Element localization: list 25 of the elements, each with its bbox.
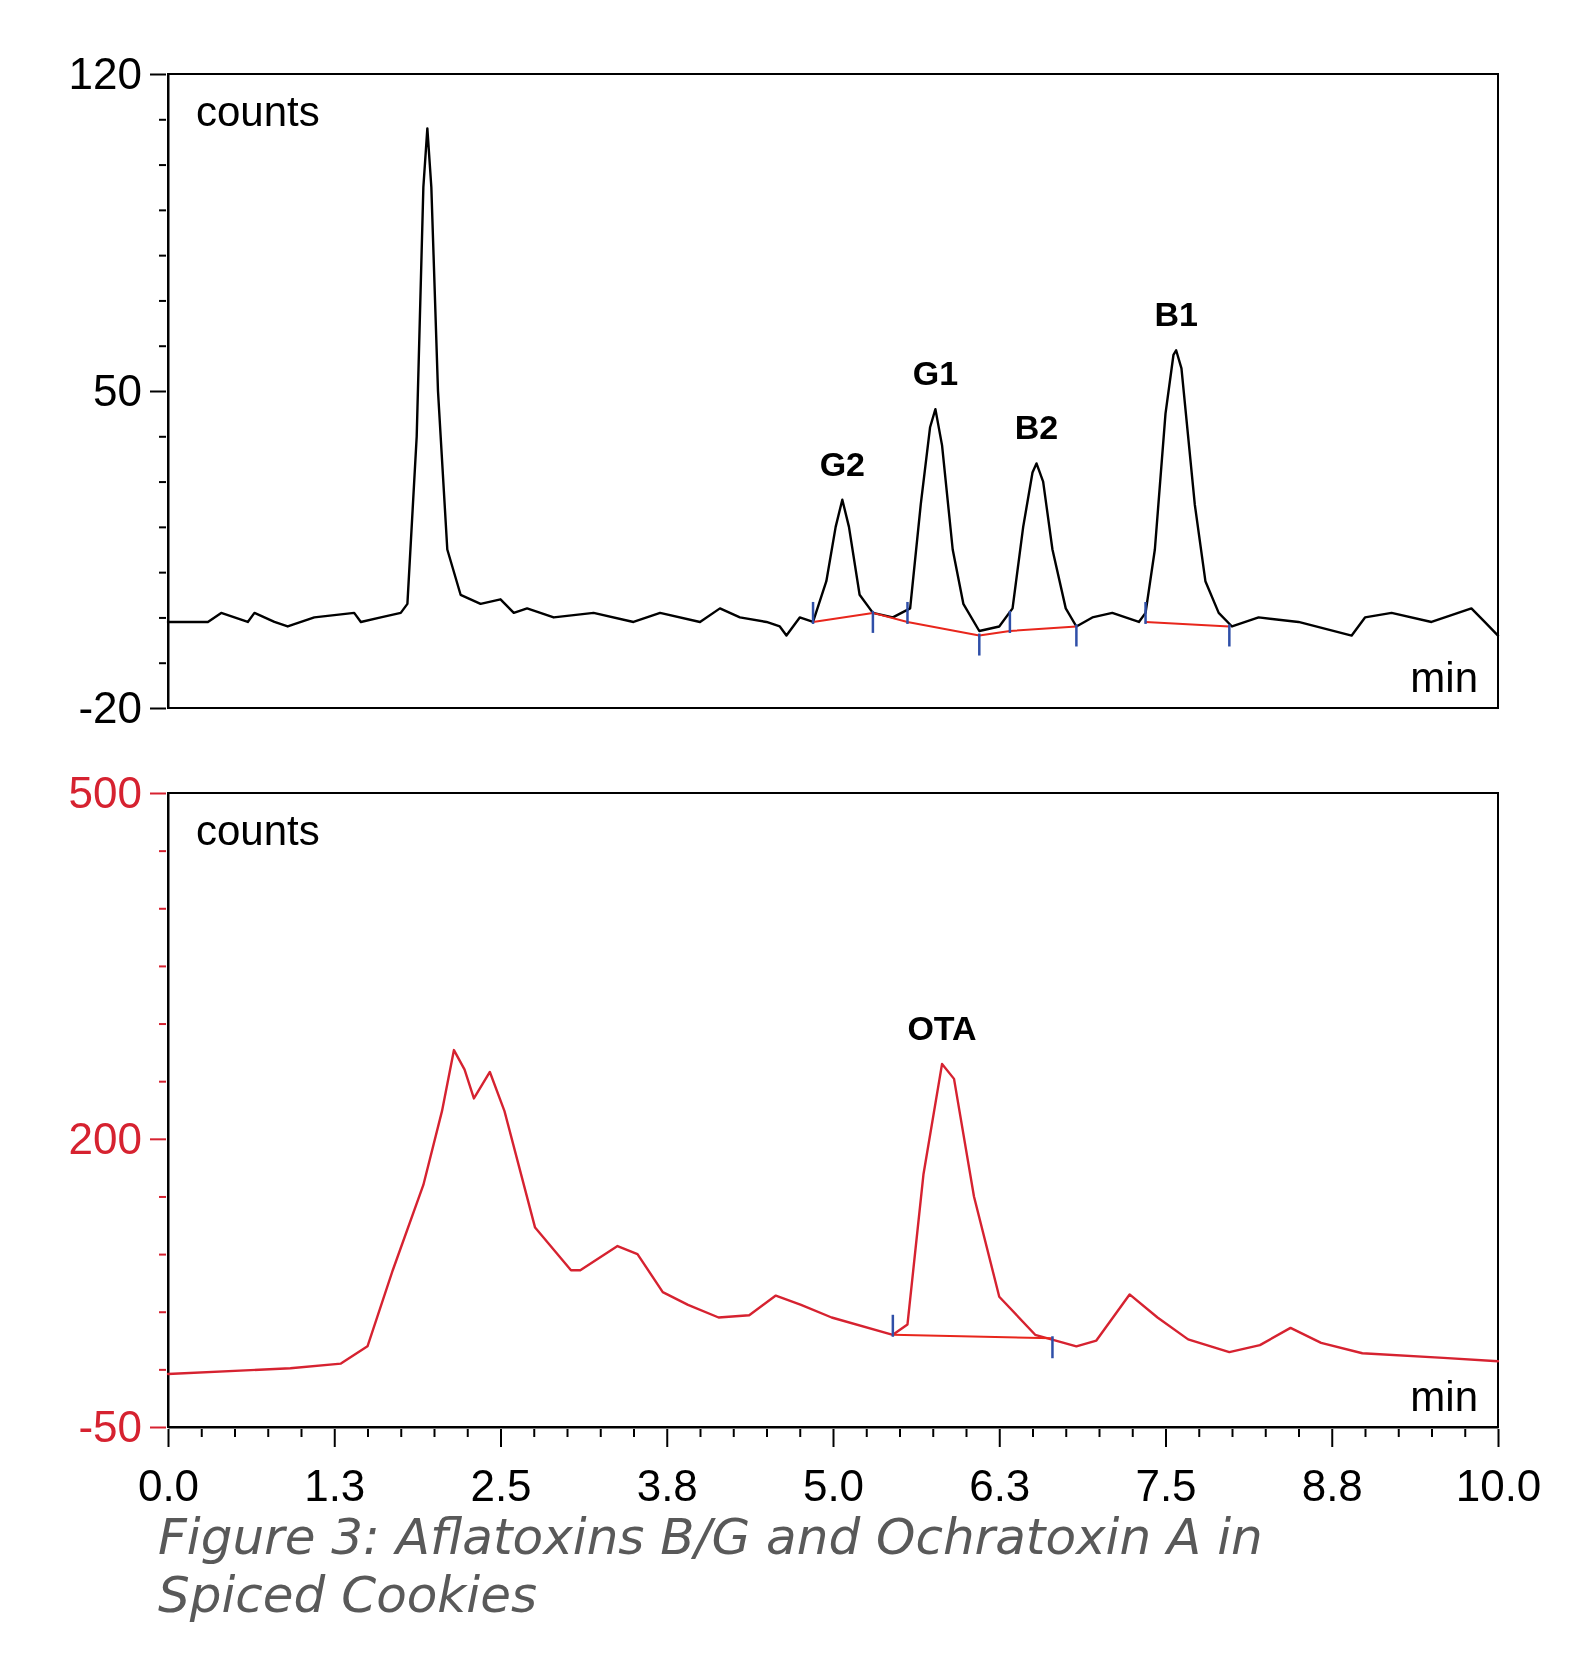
x-tick-label: 5.0 — [802, 1461, 865, 1511]
y-tick-label: -20 — [78, 683, 142, 733]
x-tick-label: 10.0 — [1455, 1461, 1542, 1511]
y-tick-label: 200 — [68, 1114, 142, 1164]
x-tick-label: 0.0 — [137, 1461, 200, 1511]
annotation: G2 — [819, 444, 865, 483]
y-tick-label: -50 — [78, 1402, 142, 1452]
x-axis-title: min — [1410, 1373, 1478, 1420]
y-tick-label: 50 — [93, 366, 142, 416]
annotation: OTA — [907, 1008, 977, 1047]
x-tick-label: 3.8 — [636, 1461, 698, 1511]
annotation: G1 — [912, 354, 959, 393]
y-axis-title: counts — [196, 807, 320, 854]
x-tick-label: 8.8 — [1301, 1461, 1363, 1511]
y-tick-label: 500 — [68, 768, 142, 818]
x-tick-label: 7.5 — [1135, 1461, 1197, 1511]
x-axis-title: min — [1410, 654, 1478, 701]
x-tick-label: 6.3 — [969, 1461, 1031, 1511]
x-tick-label: 1.3 — [304, 1461, 366, 1511]
annotation: B2 — [1014, 408, 1059, 447]
caption: Figure 3: Aflatoxins B/G and Ochratoxin A in Spiced Cookies — [158, 1508, 1263, 1624]
annotation: B1 — [1154, 295, 1198, 334]
y-tick-label: 120 — [68, 49, 142, 99]
y-axis-title: counts — [196, 88, 320, 135]
x-tick-label: 2.5 — [470, 1461, 532, 1511]
